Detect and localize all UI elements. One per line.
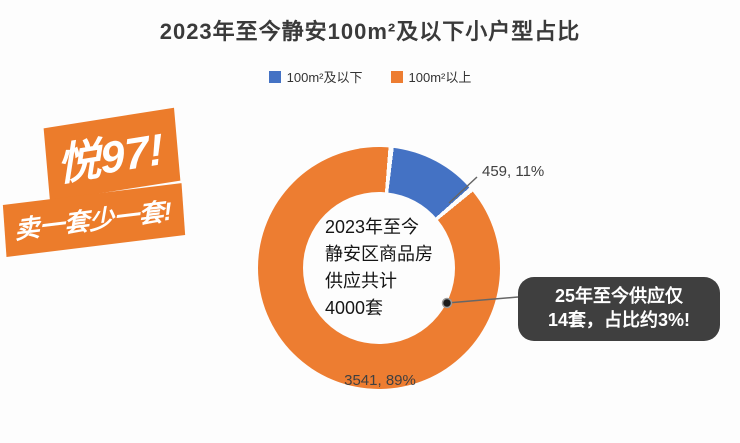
chart-legend: 100m²及以下 100m²以上 — [0, 67, 740, 86]
callout-line: 25年至今供应仅 — [554, 286, 684, 306]
donut-hole: 2023年至今 静安区商品房 供应共计 4000套 — [303, 192, 455, 344]
legend-label: 100m²以上 — [408, 70, 472, 85]
slice-label-orange: 3541, 89% — [344, 372, 416, 389]
donut-ring: 2023年至今 静安区商品房 供应共计 4000套 — [258, 147, 500, 389]
center-text-line: 4000套 — [325, 298, 384, 318]
center-text-line: 静安区商品房 — [325, 244, 433, 264]
center-text-line: 2023年至今 — [325, 217, 420, 237]
chart-title: 2023年至今静安100m²及以下小户型占比 — [159, 19, 581, 44]
slice-label-blue: 459, 11% — [482, 163, 545, 180]
legend-swatch — [390, 70, 403, 83]
donut-center-text: 2023年至今 静安区商品房 供应共计 4000套 — [325, 214, 433, 322]
legend-item-over-100: 100m²以上 — [390, 67, 472, 86]
center-text-line: 供应共计 — [325, 271, 397, 291]
legend-item-under-100: 100m²及以下 — [268, 67, 363, 86]
legend-label: 100m²及以下 — [286, 70, 363, 85]
sticker-sell-one-less: 卖一套少一套! — [2, 183, 186, 257]
callout-line: 14套，占比约3%! — [547, 310, 691, 330]
callout-box: 25年至今供应仅 14套，占比约3%! — [518, 277, 720, 341]
legend-swatch — [268, 70, 281, 83]
